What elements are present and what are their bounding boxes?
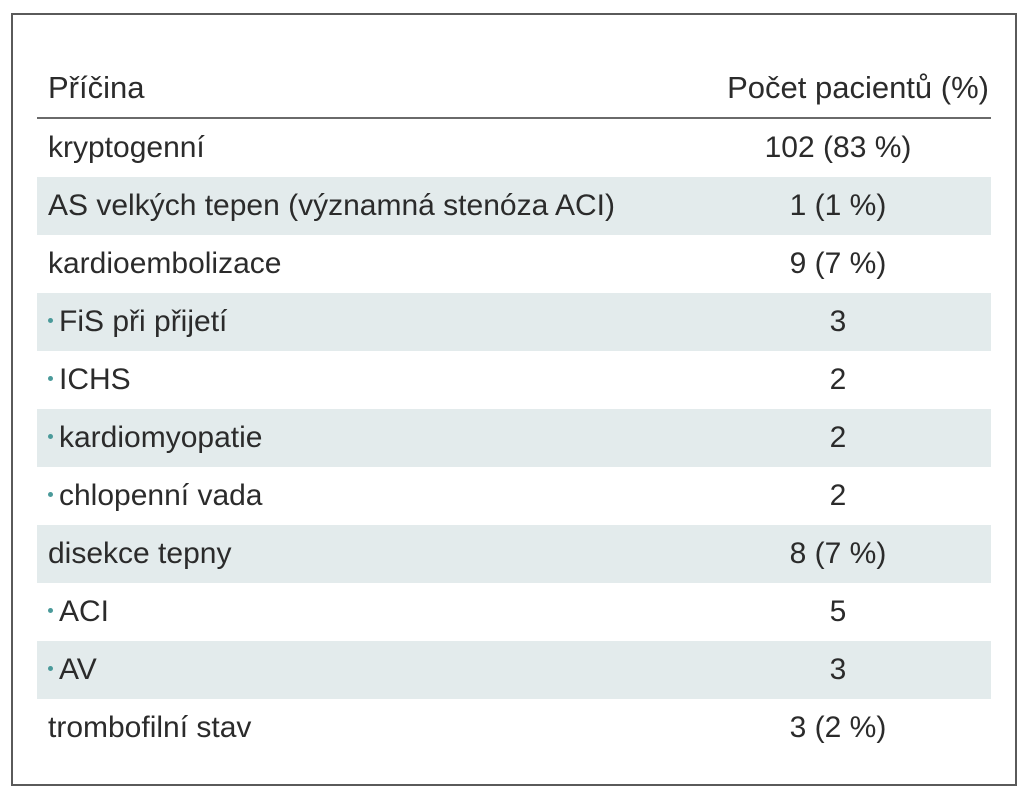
count-cell: 8 (7 %) — [789, 537, 887, 570]
bullet-icon — [48, 433, 53, 439]
cause-label: kryptogenní — [48, 131, 205, 164]
cause-label: kardioembolizace — [48, 247, 282, 280]
cause-cell: kardiomyopatie — [37, 421, 685, 455]
count-cell: 9 (7 %) — [789, 247, 887, 280]
header-cause: Příčina — [48, 70, 145, 105]
table-row: AV 3 — [37, 641, 991, 699]
table-row: AS velkých tepen (významná stenóza ACI) … — [37, 177, 991, 235]
bullet-icon — [48, 317, 53, 323]
cause-cell: kardioembolizace — [37, 247, 685, 281]
count-cell: 102 (83 %) — [764, 131, 912, 164]
cause-cell: FiS při přijetí — [37, 305, 685, 339]
table-row: FiS při přijetí 3 — [37, 293, 991, 351]
cause-cell: disekce tepny — [37, 537, 685, 571]
table-frame: Příčina Počet pacientů (%) kryptogenní 1… — [11, 13, 1017, 786]
cause-label: disekce tepny — [48, 537, 232, 570]
count-cell: 1 (1 %) — [789, 189, 887, 222]
cause-label: ICHS — [59, 363, 131, 396]
cause-cell: kryptogenní — [37, 131, 685, 165]
count-cell: 5 — [829, 595, 847, 628]
cause-cell: ACI — [37, 595, 685, 629]
table-row: chlopenní vada 2 — [37, 467, 991, 525]
table-row: ACI 5 — [37, 583, 991, 641]
table-row: kryptogenní 102 (83 %) — [37, 119, 991, 177]
table-row: kardioembolizace 9 (7 %) — [37, 235, 991, 293]
table-row: trombofilní stav 3 (2 %) — [37, 699, 991, 757]
header-count: Počet pacientů (%) — [727, 70, 989, 105]
cause-cell: chlopenní vada — [37, 479, 685, 513]
cause-cell: ICHS — [37, 363, 685, 397]
bullet-icon — [48, 491, 53, 497]
table-row: kardiomyopatie 2 — [37, 409, 991, 467]
cause-cell: AV — [37, 653, 685, 687]
cause-label: FiS při přijetí — [59, 305, 228, 338]
cause-label: AV — [59, 653, 97, 686]
count-cell: 3 — [829, 653, 847, 686]
count-cell: 3 — [829, 305, 847, 338]
count-cell: 2 — [829, 363, 847, 396]
bullet-icon — [48, 607, 53, 613]
cause-cell: trombofilní stav — [37, 711, 685, 745]
count-cell: 3 (2 %) — [789, 711, 887, 744]
cause-label: kardiomyopatie — [59, 421, 263, 454]
cause-label: chlopenní vada — [59, 479, 263, 512]
bullet-icon — [48, 375, 53, 381]
cause-label: AS velkých tepen (významná stenóza ACI) — [48, 189, 615, 222]
count-cell: 2 — [829, 421, 847, 454]
causes-table: Příčina Počet pacientů (%) kryptogenní 1… — [37, 59, 991, 757]
cause-label: ACI — [59, 595, 110, 628]
bullet-icon — [48, 665, 53, 671]
count-cell: 2 — [829, 479, 847, 512]
table-header: Příčina Počet pacientů (%) — [37, 59, 991, 119]
table-row: ICHS 2 — [37, 351, 991, 409]
cause-label: trombofilní stav — [48, 711, 252, 744]
table-row: disekce tepny 8 (7 %) — [37, 525, 991, 583]
cause-cell: AS velkých tepen (významná stenóza ACI) — [37, 189, 685, 223]
